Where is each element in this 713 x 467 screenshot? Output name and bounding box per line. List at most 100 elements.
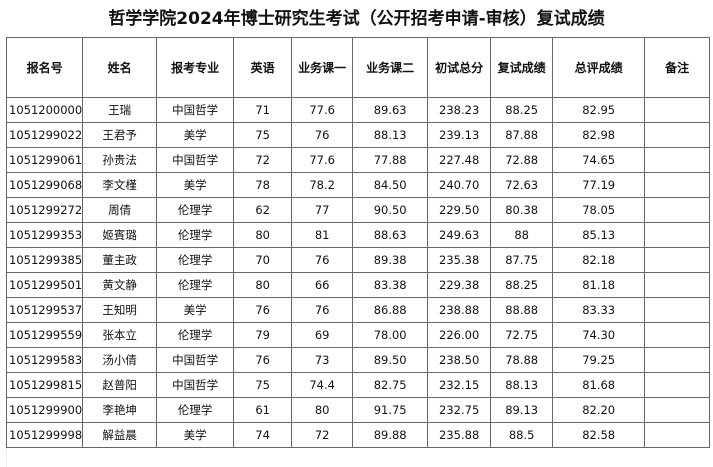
table-cell: 80 [233,222,293,248]
column-header: 姓名 [82,37,158,98]
column-header: 复试成绩 [490,37,554,98]
table-cell: 82.58 [552,422,646,448]
table-cell: 周倩 [82,197,158,223]
column-header: 业务课一 [291,37,354,98]
table-cell: 74 [233,422,293,448]
table-cell: 73 [291,347,354,373]
table-cell: 61 [233,397,293,423]
table-row: 1051299385 董主政 伦理学 70 76 89.38 235.38 87.75 82.1… [5,247,711,273]
table-cell: 1051299022 [5,122,84,148]
table-cell: 78.00 [352,322,429,348]
table-cell: 74.65 [552,147,646,173]
table-cell: 王知明 [82,297,158,323]
table-cell: 88.25 [490,272,554,298]
table-cell: 89.13 [490,397,554,423]
column-header: 英语 [233,37,293,98]
table-cell: 姬賓璐 [82,222,158,248]
table-row: 1051299068 李文槿 美学 78 78.2 84.50 240.70 72.63 77.… [5,172,711,198]
table-cell: 66 [291,272,354,298]
document-title: 哲学学院2024年博士研究生考试（公开招考申请-审核）复试成绩 [108,9,605,29]
table-cell [644,397,711,423]
table-cell: 229.50 [427,197,492,223]
table-cell: 88.63 [352,222,429,248]
table-cell: 1051299583 [5,347,84,373]
table-cell: 解益晨 [82,422,158,448]
table-row: 1051200000 王瑞 中国哲学 71 77.6 89.63 238.23 88.25 82… [5,97,711,123]
table-cell: 75 [233,372,293,398]
table-cell: 90.50 [352,197,429,223]
table-cell: 中国哲学 [156,372,235,398]
table-cell: 235.88 [427,422,492,448]
table-cell: 76 [233,297,293,323]
table-row: 1051299998 解益晨 美学 74 72 89.88 235.88 88.5 82.58 [5,422,711,448]
table-cell: 中国哲学 [156,97,235,123]
table-cell: 72 [233,147,293,173]
table-cell: 黄文静 [82,272,158,298]
table-cell [644,222,711,248]
table-cell: 249.63 [427,222,492,248]
empty-sheet-area [6,449,707,467]
table-cell: 王君予 [82,122,158,148]
table-cell: 汤小倩 [82,347,158,373]
table-cell [644,372,711,398]
table-cell: 87.88 [490,122,554,148]
table-cell: 62 [233,197,293,223]
table-cell: 78.05 [552,197,646,223]
table-cell: 美学 [156,172,235,198]
table-cell: 张本立 [82,322,158,348]
table-cell: 80 [291,397,354,423]
table-cell: 72.75 [490,322,554,348]
table-cell: 240.70 [427,172,492,198]
table-cell: 中国哲学 [156,147,235,173]
table-cell: 1051299061 [5,147,84,173]
table-cell [644,122,711,148]
table-cell [644,247,711,273]
table-cell: 72.88 [490,147,554,173]
table-cell: 1051299385 [5,247,84,273]
table-cell: 78 [233,172,293,198]
table-cell: 1051200000 [5,97,84,123]
table-cell: 74.30 [552,322,646,348]
table-cell: 中国哲学 [156,347,235,373]
table-cell: 董主政 [82,247,158,273]
table-cell: 王瑞 [82,97,158,123]
table-cell: 75 [233,122,293,148]
table-cell [644,147,711,173]
table-cell: 伦理学 [156,322,235,348]
table-row: 1051299815 赵普阳 中国哲学 75 74.4 82.75 232.15 88.13 8… [5,372,711,398]
table-cell [644,97,711,123]
table-cell: 86.88 [352,297,429,323]
table-cell: 伦理学 [156,247,235,273]
table-cell: 78.2 [291,172,354,198]
table-row: 1051299537 王知明 美学 76 76 86.88 238.88 88.88 83.33 [5,297,711,323]
table-cell: 赵普阳 [82,372,158,398]
table-cell: 87.75 [490,247,554,273]
table-cell: 89.88 [352,422,429,448]
column-header: 备注 [644,37,711,98]
column-header: 报考专业 [156,37,235,98]
column-header: 业务课二 [352,37,429,98]
table-cell: 伦理学 [156,197,235,223]
table-cell: 82.95 [552,97,646,123]
table-cell [644,272,711,298]
table-cell: 77.88 [352,147,429,173]
table-cell: 88.25 [490,97,554,123]
table-cell: 伦理学 [156,222,235,248]
table-cell: 80.38 [490,197,554,223]
column-header: 初试总分 [427,37,492,98]
table-cell: 71 [233,97,293,123]
table-cell: 1051299068 [5,172,84,198]
table-cell: 82.18 [552,247,646,273]
table-cell: 82.20 [552,397,646,423]
table-cell: 91.75 [352,397,429,423]
table-cell: 235.38 [427,247,492,273]
table-cell: 226.00 [427,322,492,348]
table-cell [644,322,711,348]
table-cell: 李文槿 [82,172,158,198]
table-cell: 89.63 [352,97,429,123]
table-cell: 1051299272 [5,197,84,223]
table-cell: 76 [233,347,293,373]
table-cell: 85.13 [552,222,646,248]
table-cell: 232.15 [427,372,492,398]
table-cell: 74.4 [291,372,354,398]
